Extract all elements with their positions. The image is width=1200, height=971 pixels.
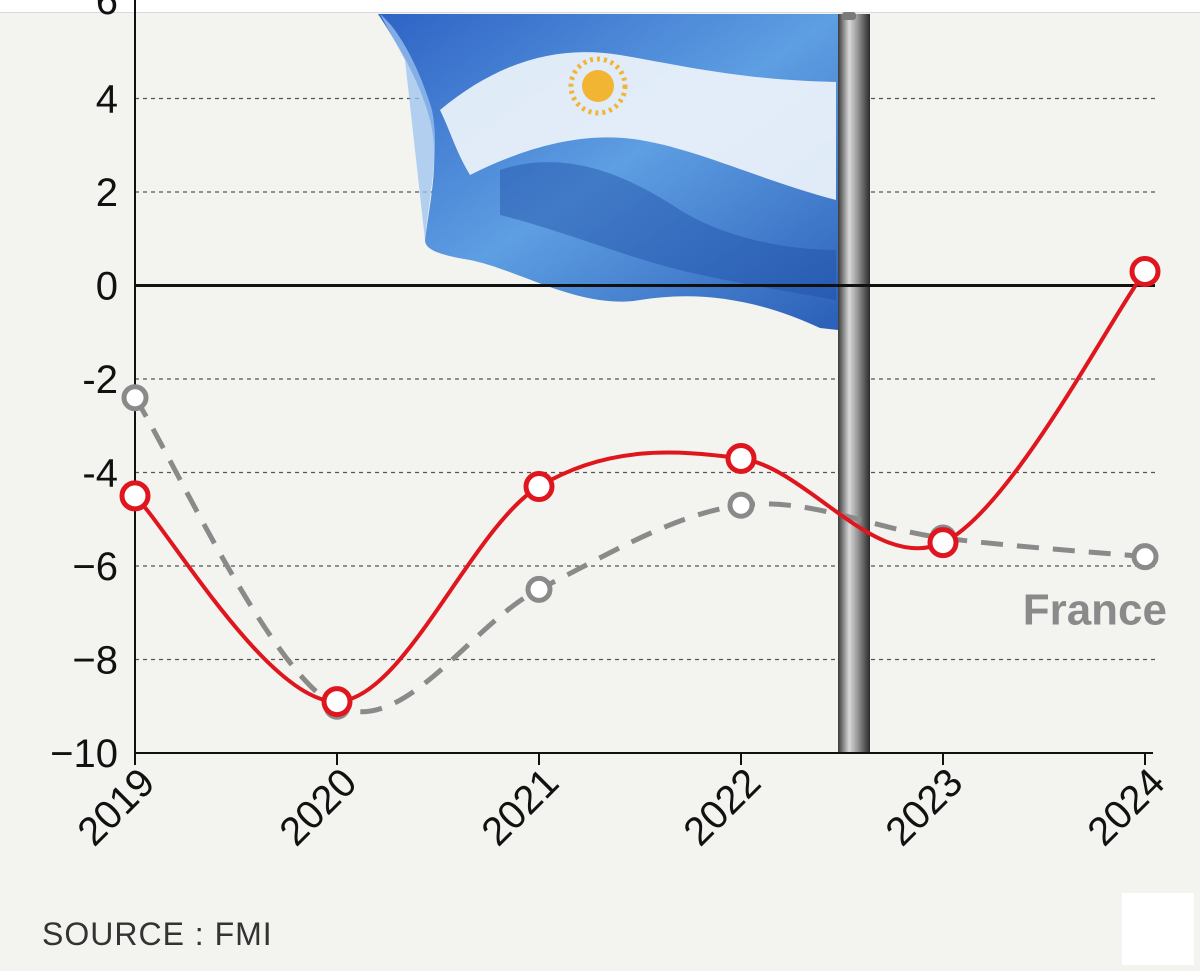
flag-sun-emblem [582,70,614,102]
series-france [121,384,1159,720]
data-point [121,384,149,412]
y-tick-label: -4 [82,452,118,496]
data-point [725,442,757,474]
data-point [523,471,555,503]
data-point [927,527,959,559]
flag-left-fold [380,14,435,240]
series-primary [119,255,1161,718]
argentina-flag-illustration [378,14,840,330]
series-line [132,396,1146,715]
grid-layer [135,97,1155,661]
flag-sun-rays [568,56,628,116]
series-line [133,270,1147,704]
top-edge-bar [0,0,1200,13]
x-tick-label: 2021 [473,760,567,854]
source-note: SOURCE : FMI [42,916,273,952]
flagpole-top [842,12,856,20]
y-tick-label: 2 [96,171,118,215]
flagpole [838,14,870,754]
data-point [1131,543,1159,571]
data-point [321,686,353,718]
y-tick-label: −6 [72,545,118,589]
axis-layer [134,0,1155,765]
data-point [525,575,553,603]
y-tick-label: −10 [50,732,118,776]
data-point [727,491,755,519]
corner-box [1122,893,1194,965]
y-tick-label: 4 [96,78,118,122]
y-tick-label: -2 [82,358,118,402]
series-layer [119,255,1161,720]
x-tick-label: 2023 [877,760,971,854]
y-tick-label-top: 6 [96,0,118,23]
data-point [1129,255,1161,287]
data-point [119,480,151,512]
flag-white-stripe [440,52,836,200]
series-label-france: France [1023,586,1167,635]
y-tick-label: −8 [72,639,118,683]
flag-fold-shadow [500,162,836,300]
x-tick-label: 2024 [1079,760,1173,854]
x-tick-label: 2020 [271,760,365,854]
x-tick-label: 2022 [675,760,769,854]
y-tick-label: 0 [96,265,118,309]
